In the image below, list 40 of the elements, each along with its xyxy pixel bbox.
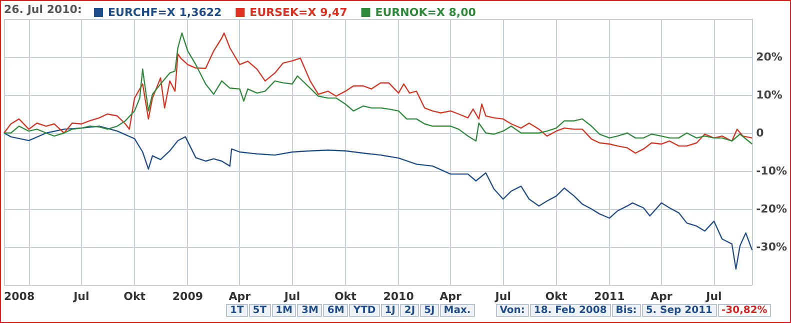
x-tick-label: Jul: [72, 290, 90, 303]
text: 3M: [297, 304, 322, 317]
text: YTD: [349, 304, 380, 317]
x-tick-label: Jul: [494, 290, 511, 303]
legend-label: EURCHF=X 1,3622: [108, 6, 222, 19]
text: 6M: [323, 304, 348, 317]
legend-title: 26. Jul 2010:: [4, 3, 82, 16]
text: Max.: [440, 304, 475, 317]
text: 1M: [272, 304, 296, 317]
text: 5J: [420, 304, 439, 317]
y-tick-label: -20%: [756, 202, 788, 216]
text: 18. Feb 2008: [530, 304, 611, 317]
text: 5T: [248, 304, 271, 317]
text: 1T: [226, 304, 248, 317]
text: 1J: [380, 304, 400, 317]
x-tick-label: 2011: [594, 290, 625, 303]
x-tick-label: Apr: [650, 290, 673, 303]
y-tick-label: 20%: [756, 50, 782, 64]
y-tick-label: -30%: [756, 240, 788, 254]
legend-label: EURSEK=X 9,47: [250, 6, 348, 19]
y-tick-label: -10%: [756, 164, 788, 178]
x-tick-label: 2008: [4, 290, 35, 303]
x-tick-label: Apr: [228, 290, 252, 303]
x-tick-label: 2009: [172, 290, 204, 303]
x-tick-label: Jul: [283, 290, 300, 303]
legend-label: EURNOK=X 8,00: [375, 6, 476, 19]
x-tick-label: Apr: [440, 290, 462, 303]
text: 2J: [400, 304, 420, 317]
text: 5. Sep 2011: [642, 304, 717, 317]
y-tick-label: 10%: [756, 88, 782, 102]
x-tick-label: 2010: [383, 290, 414, 303]
text: -30,82%: [718, 304, 772, 317]
y-tick-label: 0: [756, 126, 764, 140]
text: Bis:: [612, 304, 641, 317]
line-series: [3, 126, 753, 270]
x-tick-label: Okt: [545, 290, 568, 303]
text: Von:: [496, 304, 529, 317]
x-tick-label: Okt: [124, 290, 146, 303]
x-tick-label: Jul: [705, 290, 722, 303]
x-tick-label: Okt: [334, 290, 356, 303]
